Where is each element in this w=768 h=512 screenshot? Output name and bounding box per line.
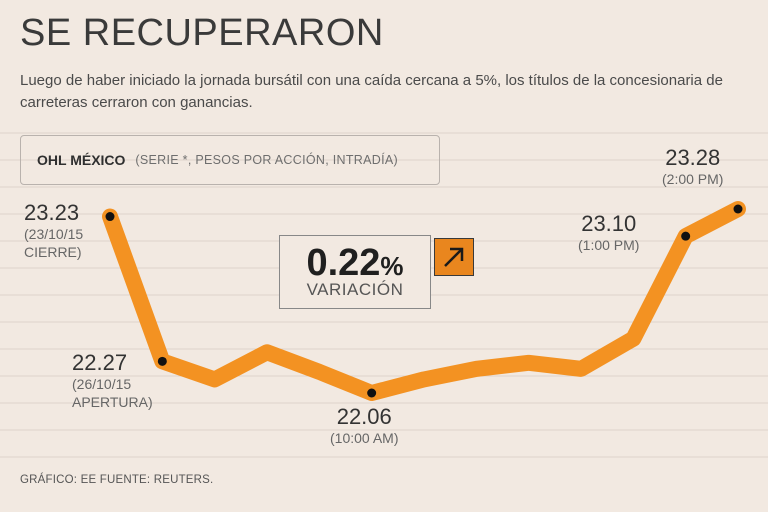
data-label: 22.27 bbox=[72, 350, 128, 375]
label-two-pm: 23.28 (2:00 PM) bbox=[662, 145, 724, 188]
price-series bbox=[102, 201, 746, 401]
series-name: OHL MÉXICO bbox=[37, 152, 126, 168]
label-low: 22.06 (10:00 AM) bbox=[330, 404, 399, 447]
data-point bbox=[157, 356, 167, 366]
variation-box: 0.22% VARIACIÓN bbox=[279, 235, 431, 309]
data-point bbox=[733, 204, 743, 214]
series-legend-box: OHL MÉXICO (SERIE *, PESOS POR ACCIÓN, I… bbox=[20, 135, 440, 185]
data-points bbox=[105, 204, 743, 398]
source-footer: GRÁFICO: EE FUENTE: REUTERS. bbox=[20, 474, 214, 486]
variation-value: 0.22% bbox=[306, 242, 404, 284]
label-open: 22.27 (26/10/15 APERTURA) bbox=[72, 350, 153, 411]
data-point bbox=[105, 212, 115, 222]
label-one-pm: 23.10 (1:00 PM) bbox=[578, 211, 640, 254]
data-label: 23.10 bbox=[581, 211, 637, 236]
data-label: 23.23 bbox=[24, 200, 80, 225]
series-description: (SERIE *, PESOS POR ACCIÓN, INTRADÍA) bbox=[135, 153, 398, 167]
data-point bbox=[367, 388, 377, 398]
chart-title: SE RECUPERARON bbox=[20, 12, 384, 54]
data-point bbox=[681, 231, 691, 241]
data-label: 22.06 bbox=[336, 404, 392, 429]
series-line bbox=[102, 201, 746, 401]
arrow-up-right-icon bbox=[434, 238, 474, 276]
variation-label: VARIACIÓN bbox=[306, 280, 404, 299]
data-label: 23.28 bbox=[665, 145, 721, 170]
label-close-prev: 23.23 (23/10/15 CIERRE) bbox=[24, 200, 84, 261]
chart-subtitle: Luego de haber iniciado la jornada bursá… bbox=[20, 72, 723, 111]
